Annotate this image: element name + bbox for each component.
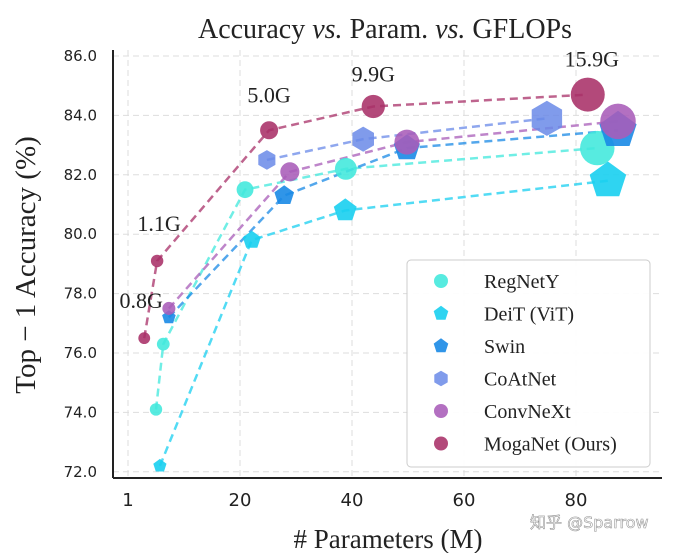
line-swin [167,129,619,319]
point-moganet-ours [150,254,164,268]
x-tick-label: 20 [229,490,252,511]
point-convnext [394,129,420,155]
x-tick-label: 40 [341,490,364,511]
point-coatnet [258,150,276,170]
point-moganet-ours [260,121,279,140]
legend-marker [434,404,448,418]
legend-label: CoAtNet [484,369,557,391]
point-convnext [162,301,176,315]
flops-annotation: 1.1G [137,211,181,236]
legend-marker [433,338,449,353]
y-tick-label: 80.0 [64,225,97,243]
legend-label: Swin [484,336,525,358]
legend-label: MogaNet (Ours) [484,434,617,456]
x-tick-label: 80 [565,490,588,511]
legend-label: DeiT (ViT) [484,304,574,326]
legend-box [406,259,651,468]
point-moganet-ours [361,94,385,119]
point-deit-vit [242,230,261,248]
point-deit-vit [153,458,167,472]
point-convnext [280,162,300,182]
point-regnety [149,403,163,416]
x-tick-label: 1 [122,490,133,511]
legend-marker [433,305,449,320]
point-swin [274,185,295,204]
point-deit-vit [589,161,627,197]
y-tick-label: 72.0 [64,463,97,481]
y-tick-label: 78.0 [64,285,97,303]
y-tick-label: 86.0 [64,47,97,65]
line-deit-vit [158,179,609,467]
line-convnext [167,120,619,310]
flops-annotation: 9.9G [352,61,396,86]
y-tick-label: 84.0 [64,106,97,124]
flops-annotation: 5.0G [247,82,291,107]
watermark: 知乎 @Sparrow [530,513,649,532]
y-tick-label: 76.0 [64,344,97,362]
legend-marker [434,436,448,451]
point-moganet-ours [570,77,605,112]
legend: RegNetY DeiT (ViT) Swin CoAtNet ConvNeXt Moga… [406,259,651,468]
legend-marker [434,370,448,387]
point-regnety [334,157,357,180]
point-convnext [600,103,636,140]
legend-label: RegNetY [484,271,560,293]
x-tick-label: 60 [453,490,476,511]
flops-annotation: 15.9G [565,47,620,72]
point-regnety [156,337,170,351]
legend-marker [434,274,448,288]
y-tick-label: 82.0 [64,166,97,184]
series-markers [138,77,637,472]
y-tick-label: 74.0 [64,403,97,421]
annotations: 0.8G 1.1G 5.0G 9.9G 15.9G [120,47,620,314]
point-coatnet [531,100,563,136]
point-coatnet [352,126,374,152]
flops-annotation: 0.8G [120,288,164,313]
point-deit-vit [333,198,357,221]
point-moganet-ours [138,332,151,345]
legend-label: ConvNeXt [484,401,571,423]
chart-title: Accuracy vs. Param. vs. GFLOPs [198,14,572,45]
x-axis-label: # Parameters (M) [294,524,483,553]
point-regnety [236,181,254,199]
axes: 1 20 40 60 80 72.0 74.0 76.0 78.0 80.0 82.0 84.0 86.… [64,47,662,511]
y-axis-label: Top − 1 Accuracy (%) [10,136,42,394]
